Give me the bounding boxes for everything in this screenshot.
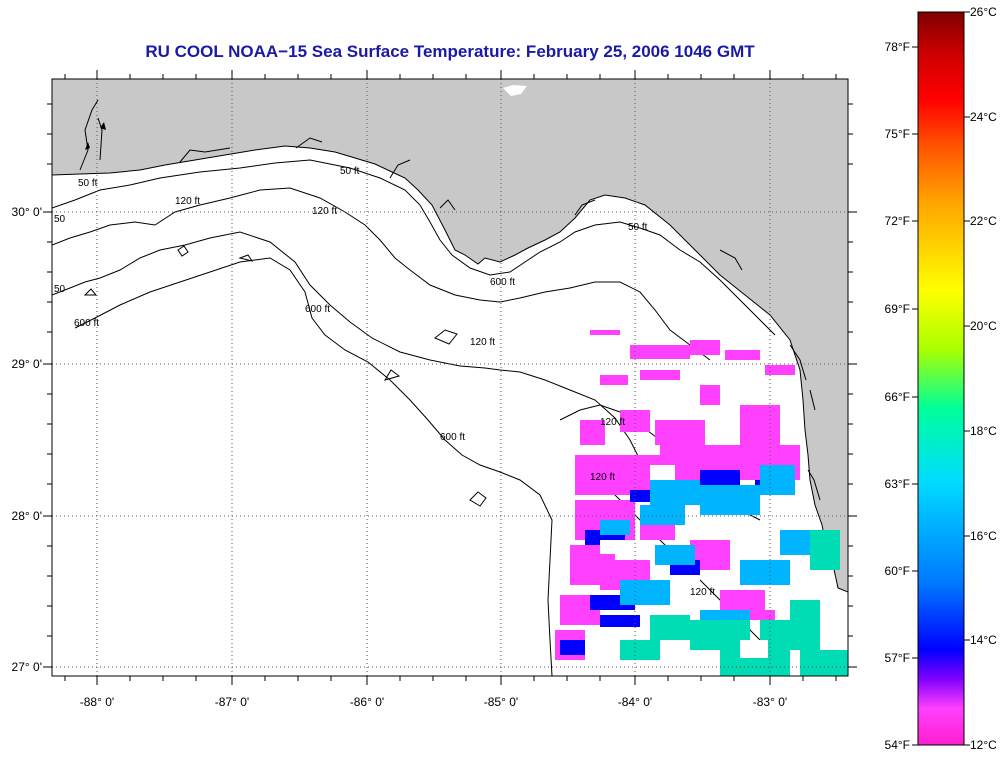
- colorbar-label-f: 60°F: [885, 564, 910, 578]
- lat-tick-label: 29° 0': [12, 357, 42, 371]
- colorbar: [917, 11, 965, 746]
- lat-tick-label: 28° 0': [12, 509, 42, 523]
- colorbar-label-f: 57°F: [885, 651, 910, 665]
- lat-tick-label: 30° 0': [12, 205, 42, 219]
- contour-label: 50: [54, 284, 66, 295]
- contour-label: 600 ft: [490, 277, 515, 288]
- contour-label: 600 ft: [74, 318, 99, 329]
- contour-label: 120 ft: [690, 587, 715, 598]
- contour-label: 600 ft: [440, 432, 465, 443]
- land-area: [52, 79, 848, 593]
- map-gridlines: [52, 79, 848, 676]
- colorbar-label-c: 20°C: [970, 319, 997, 333]
- colorbar-label-c: 26°C: [970, 5, 997, 19]
- contour-label: 120 ft: [175, 196, 200, 207]
- axis-ticks: [43, 70, 857, 685]
- lon-tick-label: -87° 0': [215, 695, 249, 709]
- contour-label: 50 ft: [78, 178, 98, 189]
- lon-tick-label: -83° 0': [753, 695, 787, 709]
- lat-tick-label: 27° 0': [12, 660, 42, 674]
- colorbar-label-c: 16°C: [970, 529, 997, 543]
- contour-label: 120 ft: [590, 472, 615, 483]
- lon-tick-label: -86° 0': [350, 695, 384, 709]
- contour-label: 120 ft: [312, 206, 337, 217]
- colorbar-label-c: 24°C: [970, 110, 997, 124]
- colorbar-label-f: 69°F: [885, 302, 910, 316]
- colorbar-label-f: 75°F: [885, 127, 910, 141]
- contour-label: 50 ft: [628, 222, 648, 233]
- contour-label: 50: [54, 214, 66, 225]
- contour-label: 120 ft: [600, 417, 625, 428]
- colorbar-label-f: 66°F: [885, 390, 910, 404]
- colorbar-label-c: 14°C: [970, 633, 997, 647]
- lon-tick-label: -85° 0': [484, 695, 518, 709]
- colorbar-label-c: 18°C: [970, 424, 997, 438]
- lon-tick-label: -88° 0': [80, 695, 114, 709]
- colorbar-label-f: 78°F: [885, 40, 910, 54]
- map-frame: [51, 78, 849, 677]
- sst-overlay: [555, 330, 848, 676]
- contour-label: 600 ft: [305, 304, 330, 315]
- colorbar-ticks: [912, 11, 970, 746]
- colorbar-label-f: 63°F: [885, 477, 910, 491]
- colorbar-label-c: 12°C: [970, 738, 997, 752]
- contour-label: 50 ft: [340, 166, 360, 177]
- colorbar-label-f: 54°F: [885, 738, 910, 752]
- lon-tick-label: -84° 0': [618, 695, 652, 709]
- colorbar-label-f: 72°F: [885, 214, 910, 228]
- map-title: RU COOL NOAA−15 Sea Surface Temperature:…: [145, 42, 755, 61]
- colorbar-label-c: 22°C: [970, 214, 997, 228]
- contour-label: 120 ft: [470, 337, 495, 348]
